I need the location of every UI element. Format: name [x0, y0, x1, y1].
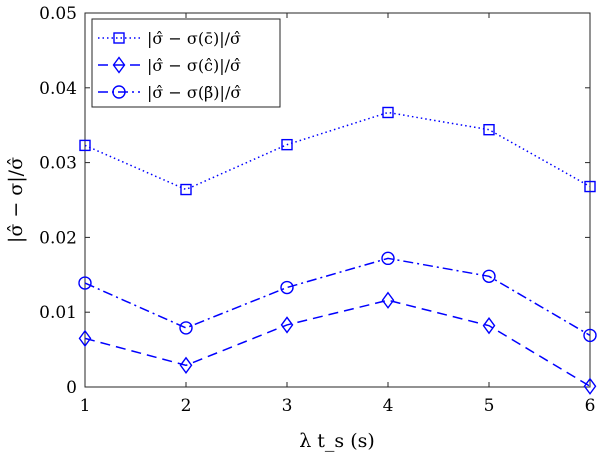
data-point-square [382, 106, 394, 119]
legend-label: |σ̂ − σ(ĉ)|/σ̂ [147, 56, 241, 75]
y-tick-label: 0.04 [39, 79, 77, 99]
x-tick-label: 6 [585, 396, 596, 416]
series-layer [78, 106, 597, 395]
series-circle [78, 251, 597, 343]
x-tick-label: 2 [181, 396, 192, 416]
x-axis-ticks: 1 2 3 4 5 6 [80, 13, 596, 416]
data-point-square [180, 183, 192, 196]
data-point-diamond [482, 316, 496, 335]
series-line [84, 257, 591, 337]
x-axis-label: λ t_s (s) [299, 430, 375, 452]
data-point-circle [482, 269, 496, 283]
data-point-square [584, 180, 596, 193]
data-point-circle [280, 280, 294, 295]
y-tick-label: 0.02 [39, 228, 77, 248]
data-point-diamond [381, 291, 395, 309]
x-tick-label: 5 [484, 396, 495, 416]
legend: |σ̂ − σ(c̄)|/σ̂ |σ̂ − σ(ĉ)|/σ̂ |σ̂ − σ(β̃)… [91, 18, 281, 108]
legend-marker-square [113, 32, 125, 44]
series-line [84, 299, 591, 387]
data-point-square [483, 123, 495, 136]
x-tick-label: 1 [80, 396, 91, 416]
x-tick-label: 3 [282, 396, 293, 416]
data-point-circle [583, 328, 597, 343]
legend-marker-diamond [112, 56, 126, 74]
y-axis-label: |σ̂ − σ|/σ̂ [5, 157, 27, 243]
series-square [79, 106, 596, 196]
data-point-diamond [583, 377, 597, 395]
y-tick-label: 0.05 [39, 4, 77, 24]
data-point-diamond [78, 329, 92, 348]
legend-label: |σ̂ − σ(c̄)|/σ̂ [147, 29, 241, 48]
data-point-circle [381, 251, 395, 266]
data-point-square [281, 138, 293, 151]
data-point-square [79, 139, 91, 152]
x-tick-label: 4 [383, 396, 394, 416]
data-point-circle [179, 321, 193, 335]
series-diamond [78, 291, 597, 395]
y-tick-label: 0.03 [39, 154, 77, 174]
y-tick-label: 0 [66, 378, 77, 398]
data-point-diamond [179, 356, 193, 374]
legend-label: |σ̂ − σ(β̃)|/σ̂ [147, 83, 241, 102]
y-axis-ticks: 0 0.01 0.02 0.03 0.04 0.05 [39, 4, 590, 398]
data-point-diamond [280, 316, 294, 334]
legend-marker-circle [112, 85, 126, 99]
legend-items: |σ̂ − σ(c̄)|/σ̂ |σ̂ − σ(ĉ)|/σ̂ |σ̂ − σ(β̃)… [98, 29, 241, 102]
y-tick-label: 0.01 [39, 303, 77, 323]
data-point-circle [78, 276, 92, 290]
